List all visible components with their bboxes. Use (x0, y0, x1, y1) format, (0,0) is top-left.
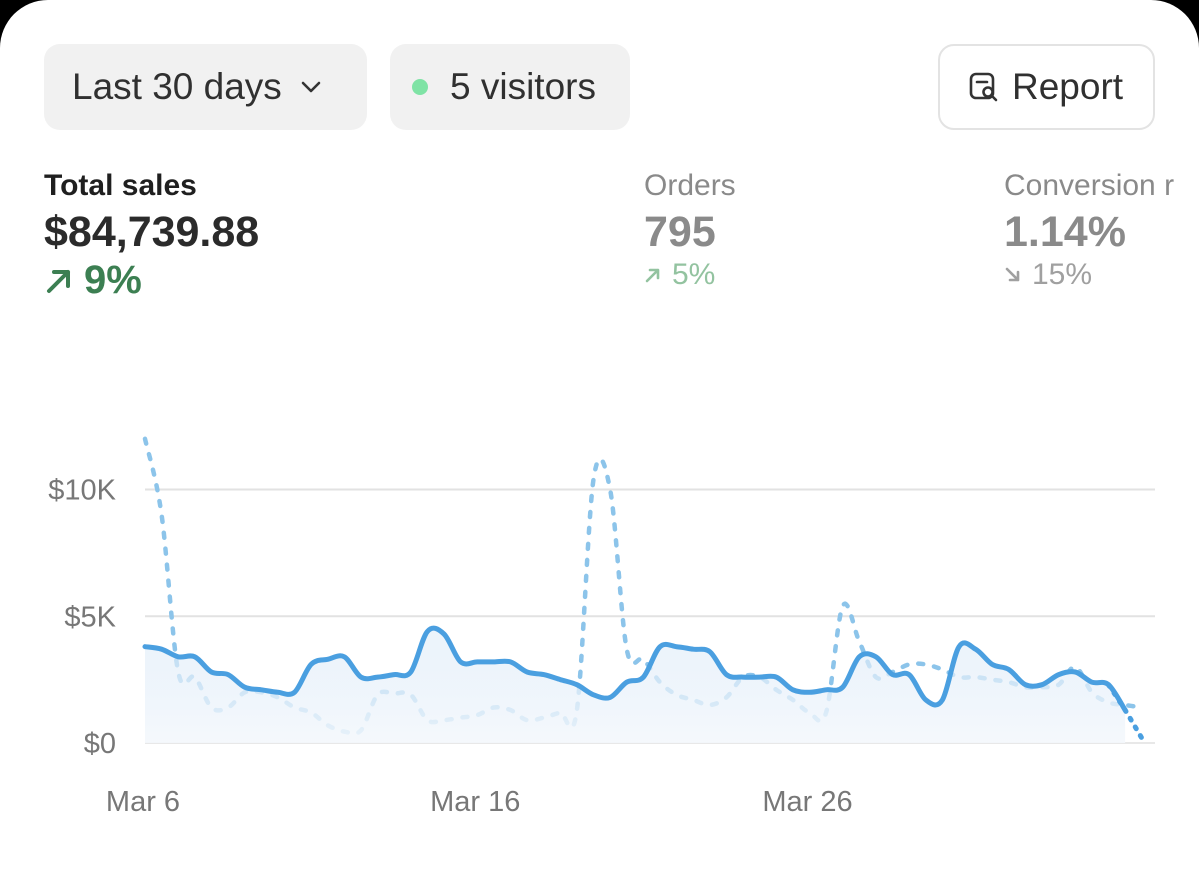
metric-delta-value: 9% (84, 258, 142, 302)
metric-delta: 15% (1004, 258, 1174, 292)
arrow-up-right-icon (47, 269, 70, 293)
live-dot-icon (412, 79, 428, 95)
y-tick-label: $5K (64, 601, 116, 633)
report-button[interactable]: Report (938, 44, 1155, 130)
metric-label: Orders (644, 169, 736, 202)
series-area (145, 628, 1126, 743)
chevron-down-icon (300, 80, 322, 94)
x-tick-label: Mar 6 (106, 786, 180, 818)
y-tick-label: $0 (84, 728, 116, 760)
metric-delta: 5% (644, 258, 736, 292)
metric-label: Conversion r (1004, 169, 1175, 202)
y-tick-label: $10K (48, 475, 116, 507)
arrow-down-right-icon (1005, 267, 1020, 282)
series-line-current-partial (1105, 682, 1145, 741)
metric-value: 1.14% (1004, 208, 1126, 256)
metric-label: Total sales (44, 169, 197, 202)
x-tick-label: Mar 26 (762, 786, 852, 818)
metric-conversion-rate[interactable]: Conversion r 1.14% 15% (1004, 168, 1174, 292)
metric-value: 795 (644, 208, 716, 256)
metric-value: $84,739.88 (44, 208, 260, 256)
metric-delta-value: 5% (672, 258, 716, 291)
x-tick-label: Mar 16 (430, 786, 520, 818)
date-range-label: Last 30 days (72, 66, 282, 107)
metric-orders[interactable]: Orders 795 5% (644, 168, 736, 292)
metric-total-sales[interactable]: Total sales $84,739.88 9% (44, 168, 259, 303)
series-line-current (142, 625, 1128, 713)
live-visitors-badge[interactable]: 5 visitors (390, 44, 630, 130)
visitors-label: 5 visitors (450, 66, 596, 107)
metric-delta: 9% (44, 258, 259, 303)
report-search-icon (968, 71, 1000, 103)
arrow-up-right-icon (645, 268, 660, 283)
report-label: Report (1012, 66, 1124, 107)
metric-delta-value: 15% (1032, 258, 1093, 291)
date-range-button[interactable]: Last 30 days (44, 44, 367, 130)
